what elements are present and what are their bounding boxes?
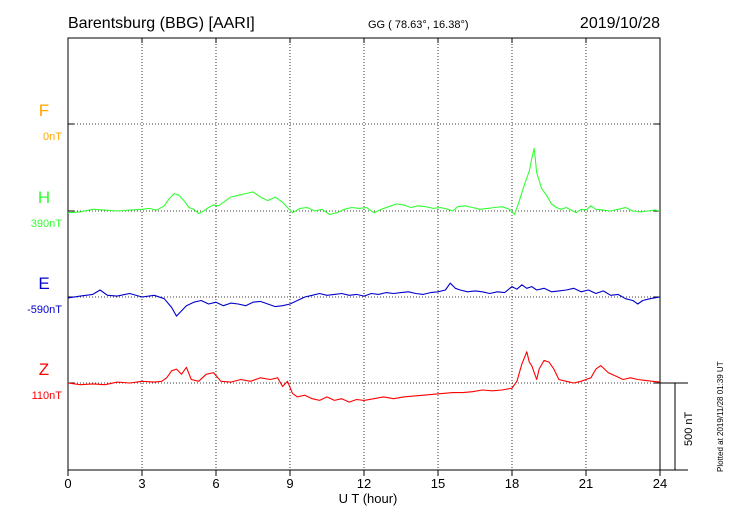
channel-label-h: H	[38, 188, 50, 207]
grid	[68, 38, 660, 470]
x-axis-label: U T (hour)	[339, 491, 398, 506]
series-line-z	[67, 351, 661, 403]
station-title: Barentsburg (BBG) [AARI]	[68, 15, 255, 32]
x-tick-label: 18	[505, 476, 519, 491]
channel-label-e: E	[38, 274, 49, 293]
x-tick-label: 3	[138, 476, 145, 491]
series-group	[67, 147, 661, 403]
date-label: 2019/10/28	[580, 15, 660, 32]
x-tick-label: 21	[579, 476, 593, 491]
channel-labels: F 0nT H 390nT E -590nT Z 110nT	[27, 101, 62, 402]
channel-baseline-f: 0nT	[43, 131, 62, 143]
x-tick-label: 9	[286, 476, 293, 491]
x-tick-label: 15	[431, 476, 445, 491]
channel-label-z: Z	[39, 360, 49, 379]
x-tick-label: 12	[357, 476, 371, 491]
channel-baseline-e: -590nT	[27, 304, 62, 316]
scale-bar-label: 500 nT	[683, 411, 695, 446]
channel-label-f: F	[39, 101, 49, 120]
channel-baseline-z: 110nT	[32, 390, 63, 402]
x-tick-label: 24	[653, 476, 667, 491]
series-line-e	[67, 282, 661, 317]
scale-bar: 500 nT	[660, 382, 695, 471]
coordinates-label: GG ( 78.63°, 16.38°)	[368, 19, 469, 31]
series-line-h	[67, 147, 661, 216]
x-tick-label: 0	[64, 476, 71, 491]
x-ticks: 0 3 6 9 12 15 18 21 24	[64, 38, 667, 491]
x-tick-label: 6	[212, 476, 219, 491]
channel-baseline-h: 390nT	[31, 218, 62, 230]
plotted-at-stamp: Plotted at 2019/11/28 01:39 UT	[716, 361, 725, 472]
